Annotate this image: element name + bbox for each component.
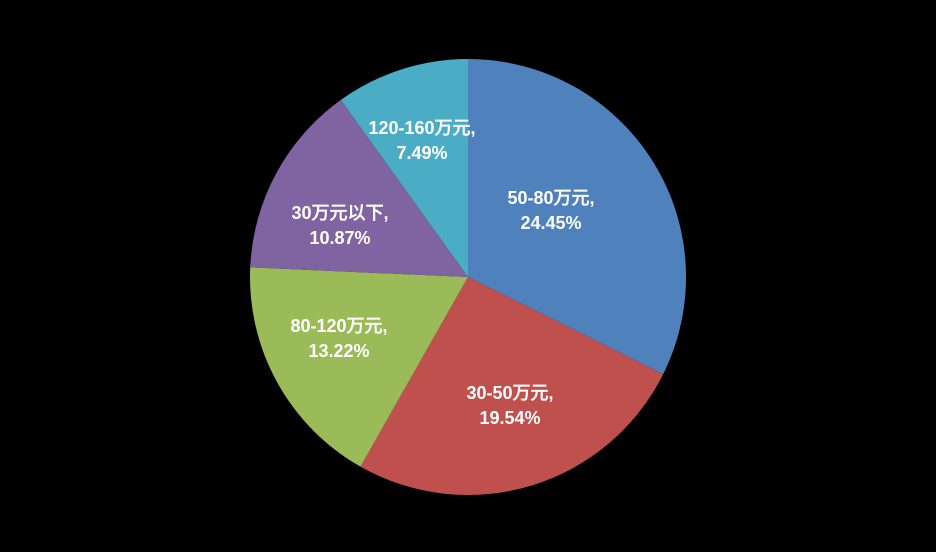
pie-slice-3 [249,267,468,467]
pie-slice-1 [468,59,687,375]
slice-label-4: 30万元以下, 10.87% [291,203,388,248]
slice-label-3: 80-120万元, 13.22% [290,316,387,361]
pie-slice-4 [250,99,468,277]
pie-slices-group [249,59,687,496]
slice-label-5: 120-160万元, 7.49% [368,118,475,163]
pie-labels-group: 50-80万元, 24.45% 30-50万元, 19.54% 80-120万元, 13.… [290,118,594,428]
slice-label-1: 50-80万元, 24.45% [507,188,594,233]
slice-label-2: 30-50万元, 19.54% [466,383,553,428]
pie-slice-2 [360,277,664,496]
pie-slice-5 [340,59,468,277]
